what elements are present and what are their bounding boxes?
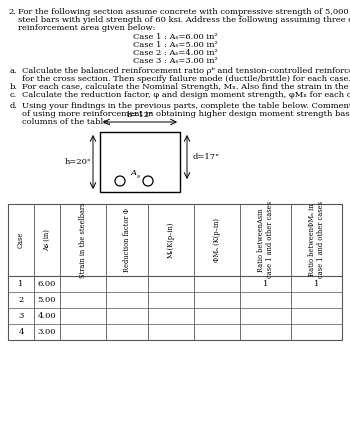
Text: Reduction factor Φ: Reduction factor Φ: [123, 208, 131, 272]
Text: for the cross section. Then specify failure mode (ductile/brittle) for each case: for the cross section. Then specify fail…: [22, 75, 350, 83]
Text: ΦMₙ (K(p–in): ΦMₙ (K(p–in): [213, 218, 221, 262]
Text: For the following section assume concrete with compressive strength of 5,000 psi: For the following section assume concret…: [18, 8, 350, 16]
Text: h=20": h=20": [64, 158, 91, 166]
Text: Case: Case: [17, 232, 25, 248]
Text: Case 1 : Aₛ=5.00 in²: Case 1 : Aₛ=5.00 in²: [133, 41, 217, 49]
Text: Using your findings in the previous parts, complete the table below. Comment on : Using your findings in the previous part…: [22, 102, 350, 110]
Text: 3.00: 3.00: [37, 328, 56, 336]
Text: Ratio betweenAsin
case 1 and other cases: Ratio betweenAsin case 1 and other cases: [257, 201, 274, 279]
Text: reinforcement area given below:: reinforcement area given below:: [18, 24, 155, 32]
Text: A: A: [131, 169, 137, 177]
Text: 1: 1: [314, 280, 319, 288]
Text: b=12": b=12": [126, 111, 154, 119]
Text: of using more reinforcement in obtaining higher design moment strength based on : of using more reinforcement in obtaining…: [22, 110, 350, 118]
Text: As (in): As (in): [43, 229, 51, 251]
Text: Calculate the reduction factor, φ and design moment strength, φMₙ for each case.: Calculate the reduction factor, φ and de…: [22, 91, 350, 99]
Text: steel bars with yield strength of 60 ksi. Address the following assuming three c: steel bars with yield strength of 60 ksi…: [18, 16, 350, 24]
Text: For each case, calculate the Nominal Strength, Mₙ. Also find the strain in the s: For each case, calculate the Nominal Str…: [22, 83, 350, 91]
Bar: [100, 132, 180, 192]
Text: 1: 1: [263, 280, 268, 288]
Text: b.: b.: [10, 83, 18, 91]
Text: 6.00: 6.00: [38, 280, 56, 288]
Text: Strain in the steelbars: Strain in the steelbars: [79, 202, 87, 278]
Text: 4.00: 4.00: [37, 312, 56, 320]
Text: Ratio betweenΦMₙ in
case 1 and other cases: Ratio betweenΦMₙ in case 1 and other cas…: [308, 201, 325, 279]
Text: Case 2 : Aₛ=4.00 in²: Case 2 : Aₛ=4.00 in²: [133, 49, 217, 57]
Text: columns of the table.: columns of the table.: [22, 118, 111, 126]
Text: Mₙ(K(p–in): Mₙ(K(p–in): [167, 222, 175, 258]
Text: 4: 4: [18, 328, 24, 336]
Text: 2.: 2.: [8, 8, 16, 16]
Text: 1: 1: [18, 280, 24, 288]
Bar: [8, 204, 342, 340]
Text: 3: 3: [18, 312, 24, 320]
Text: d=17": d=17": [193, 153, 219, 161]
Text: Case 3 : Aₛ=3.00 in²: Case 3 : Aₛ=3.00 in²: [133, 57, 217, 65]
Text: d.: d.: [10, 102, 18, 110]
Text: s: s: [137, 174, 140, 179]
Text: 2: 2: [18, 296, 23, 304]
Text: a.: a.: [10, 67, 18, 75]
Text: Case 1 : Aₛ=6.00 in²: Case 1 : Aₛ=6.00 in²: [133, 33, 217, 41]
Text: Calculate the balanced reinforcement ratio ρᵇ and tension-controlled reinforceme: Calculate the balanced reinforcement rat…: [22, 67, 350, 75]
Text: c.: c.: [10, 91, 17, 99]
Text: 5.00: 5.00: [37, 296, 56, 304]
